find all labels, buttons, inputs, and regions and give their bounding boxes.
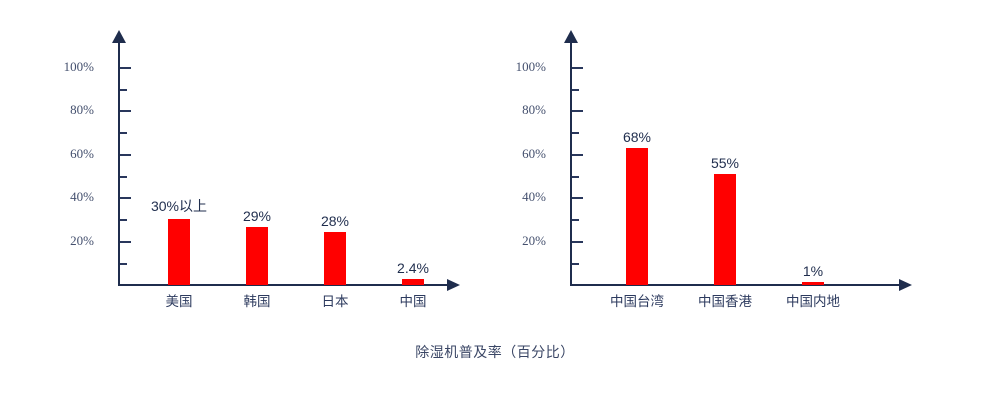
plot-area-left: 30%以上 29% 28% 2.4% xyxy=(120,40,450,285)
bar-value-label: 28% xyxy=(320,213,350,229)
y-axis-tick-label: 100% xyxy=(515,59,546,74)
y-tick-minor xyxy=(572,89,579,91)
y-axis-tick-label: 40% xyxy=(70,189,94,204)
bar-group-usa[interactable]: 30%以上 xyxy=(144,40,214,285)
y-axis-tick-label: 80% xyxy=(70,102,94,117)
y-axis-tick-label: 40% xyxy=(522,189,546,204)
x-axis-category-label-japan: 日本 xyxy=(321,294,349,309)
bar[interactable] xyxy=(324,232,346,285)
bar-value-label: 1% xyxy=(802,263,824,279)
figure-caption: 除湿机普及率（百分比） xyxy=(415,344,575,360)
y-tick-major xyxy=(572,67,583,69)
y-tick-minor xyxy=(120,176,127,178)
x-axis-line xyxy=(118,284,448,286)
bar-group-mainland[interactable]: 1% xyxy=(778,40,848,285)
plot-area-right: 68% 55% 1% xyxy=(572,40,902,285)
bar-value-label: 55% xyxy=(710,155,740,171)
y-axis-arrow-icon xyxy=(112,30,126,43)
bar[interactable] xyxy=(626,148,648,285)
bar[interactable] xyxy=(168,219,190,285)
bar-group-japan[interactable]: 28% xyxy=(300,40,370,285)
x-axis-arrow-icon xyxy=(447,279,460,291)
y-axis-line xyxy=(570,40,572,286)
y-tick-major xyxy=(572,197,583,199)
y-tick-minor xyxy=(572,263,579,265)
y-tick-major xyxy=(572,110,583,112)
bar[interactable] xyxy=(246,227,268,285)
bar-value-label: 68% xyxy=(622,129,652,145)
y-axis-tick-label: 100% xyxy=(63,59,94,74)
bar[interactable] xyxy=(714,174,736,285)
y-axis-line xyxy=(118,40,120,286)
x-axis-category-label-usa: 美国 xyxy=(165,294,193,309)
y-tick-minor xyxy=(572,132,579,134)
axis-area-right: 100% 80% 60% 40% 20% xyxy=(472,0,942,330)
y-tick-minor xyxy=(572,219,579,221)
bar-group-hongkong[interactable]: 55% xyxy=(690,40,760,285)
chart-panel-left: 100% 80% 60% 40% 20% 30%以上 29% 28% 2.4% xyxy=(20,0,490,330)
bar-group-china[interactable]: 2.4% xyxy=(378,40,448,285)
y-axis-arrow-icon xyxy=(564,30,578,43)
bar-group-korea[interactable]: 29% xyxy=(222,40,292,285)
bar[interactable] xyxy=(402,279,424,285)
y-tick-minor xyxy=(120,132,127,134)
y-axis-tick-label: 60% xyxy=(70,146,94,161)
y-tick-major xyxy=(572,241,583,243)
chart-panel-right: 100% 80% 60% 40% 20% 68% 55% 1% 中国台湾 中国香… xyxy=(472,0,942,330)
bar-value-label: 2.4% xyxy=(397,260,429,276)
y-tick-minor xyxy=(120,263,127,265)
x-axis-category-label-hongkong: 中国香港 xyxy=(698,294,752,309)
bar-group-taiwan[interactable]: 68% xyxy=(602,40,672,285)
y-tick-major xyxy=(120,197,131,199)
y-tick-major xyxy=(120,241,131,243)
bar-value-label: 29% xyxy=(242,208,272,224)
x-axis-line xyxy=(570,284,900,286)
y-tick-major xyxy=(572,154,583,156)
y-tick-major xyxy=(120,67,131,69)
y-tick-major xyxy=(120,110,131,112)
bar[interactable] xyxy=(802,282,824,285)
bar-value-label: 30%以上 xyxy=(150,198,208,214)
axis-area-left: 100% 80% 60% 40% 20% xyxy=(20,0,490,330)
y-axis-tick-label: 60% xyxy=(522,146,546,161)
x-axis-category-label-china: 中国 xyxy=(399,294,427,309)
y-axis-tick-label: 20% xyxy=(70,233,94,248)
y-tick-minor xyxy=(572,176,579,178)
x-axis-arrow-icon xyxy=(899,279,912,291)
y-tick-minor xyxy=(120,89,127,91)
y-axis-tick-label: 80% xyxy=(522,102,546,117)
y-tick-minor xyxy=(120,219,127,221)
x-axis-category-label-taiwan: 中国台湾 xyxy=(610,294,664,309)
y-axis-tick-label: 20% xyxy=(522,233,546,248)
x-axis-category-label-korea: 韩国 xyxy=(243,294,271,309)
y-tick-major xyxy=(120,154,131,156)
x-axis-category-label-mainland: 中国内地 xyxy=(786,294,840,309)
